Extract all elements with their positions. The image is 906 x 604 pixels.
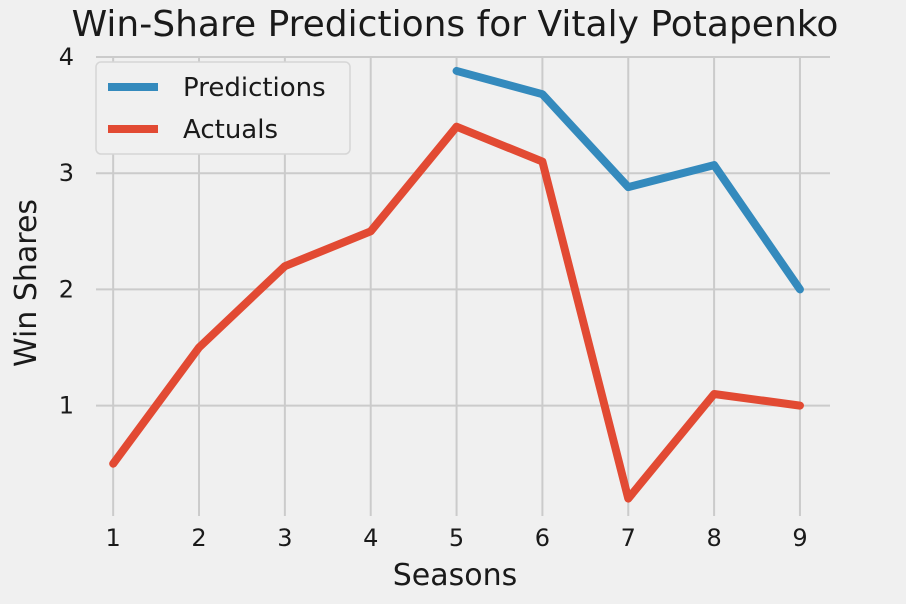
data-point-actuals xyxy=(281,262,289,270)
data-point-predictions xyxy=(710,161,718,169)
x-tick-label: 9 xyxy=(792,524,807,552)
y-tick-label: 2 xyxy=(59,275,74,303)
y-axis-label: Win Shares xyxy=(9,199,44,367)
x-tick-label: 1 xyxy=(106,524,121,552)
data-point-actuals xyxy=(195,344,203,352)
x-tick-labels: 1 2 3 4 5 6 7 8 9 xyxy=(106,524,808,552)
y-tick-labels: 1 2 3 4 xyxy=(59,43,74,420)
y-tick-label: 4 xyxy=(59,43,74,71)
x-tick-label: 3 xyxy=(277,524,292,552)
x-tick-label: 8 xyxy=(706,524,721,552)
legend-label-actuals: Actuals xyxy=(183,115,278,145)
data-point-predictions xyxy=(538,90,546,98)
legend-label-predictions: Predictions xyxy=(183,73,326,103)
data-point-actuals xyxy=(367,227,375,235)
x-tick-label: 6 xyxy=(535,524,550,552)
legend-box xyxy=(95,61,351,155)
data-point-actuals xyxy=(796,402,804,410)
x-tick-label: 2 xyxy=(191,524,206,552)
y-tick-label: 3 xyxy=(59,159,74,187)
data-point-predictions xyxy=(453,67,461,75)
x-tick-label: 5 xyxy=(449,524,464,552)
x-axis-label: Seasons xyxy=(393,558,518,593)
y-tick-label: 1 xyxy=(59,392,74,420)
data-point-actuals xyxy=(109,460,117,468)
x-tick-label: 7 xyxy=(621,524,636,552)
chart-title: Win-Share Predictions for Vitaly Potapen… xyxy=(72,4,839,45)
data-point-predictions xyxy=(796,285,804,293)
series-group xyxy=(109,66,804,503)
data-point-actuals xyxy=(538,158,546,166)
data-point-actuals xyxy=(453,123,461,131)
data-point-actuals xyxy=(710,390,718,398)
data-point-predictions xyxy=(624,183,632,191)
x-tick-label: 4 xyxy=(363,524,378,552)
legend: Predictions Actuals xyxy=(95,61,351,155)
data-point-actuals xyxy=(624,495,632,503)
